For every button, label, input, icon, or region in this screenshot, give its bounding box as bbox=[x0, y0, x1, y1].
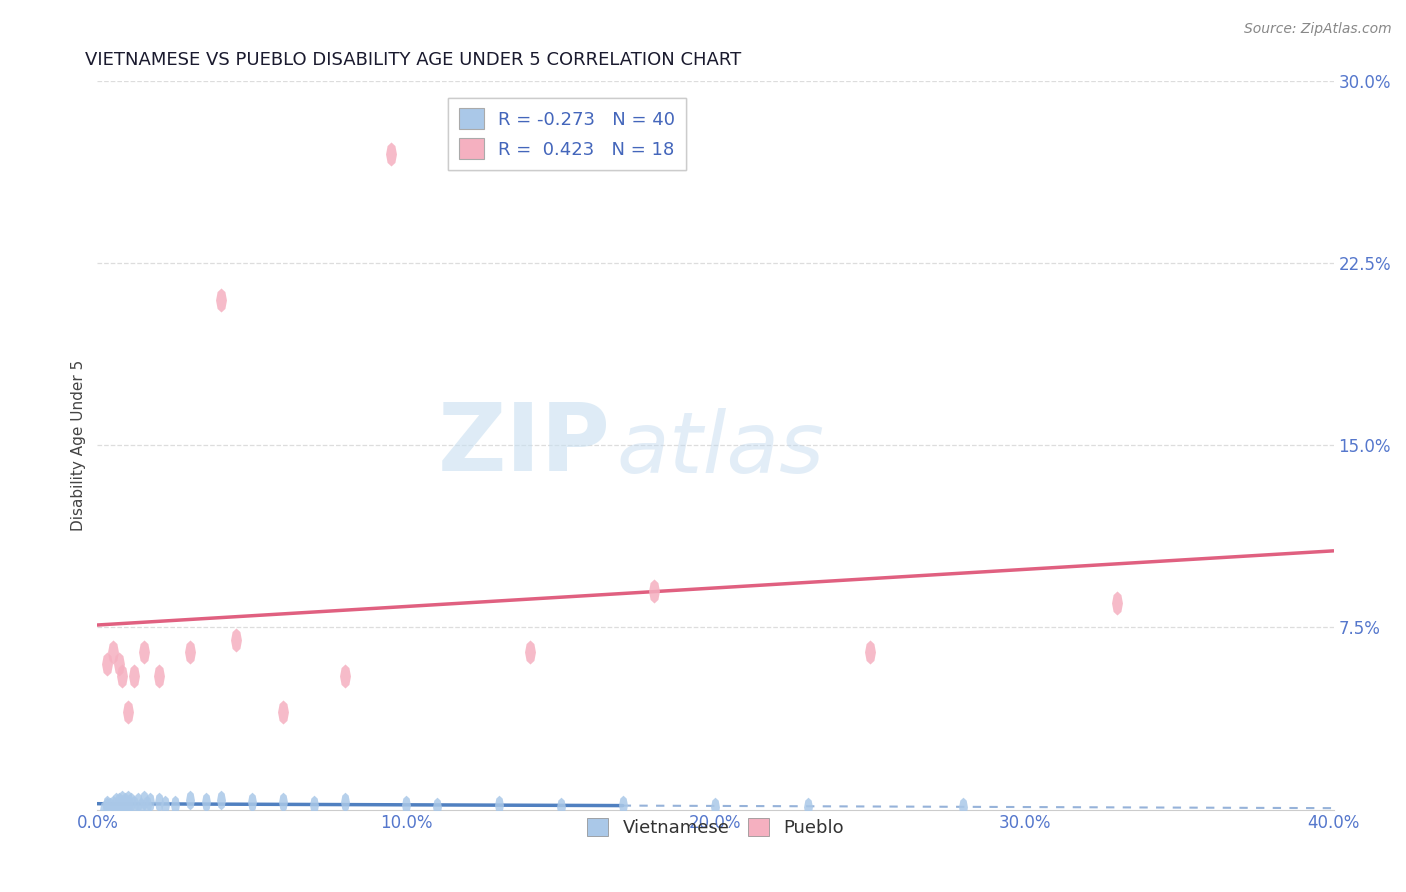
Point bbox=[120, 795, 142, 809]
Point bbox=[209, 793, 232, 807]
Point bbox=[148, 669, 170, 683]
Point bbox=[111, 669, 134, 683]
Point bbox=[108, 800, 131, 814]
Point bbox=[194, 795, 217, 809]
Point bbox=[550, 800, 572, 814]
Point bbox=[101, 645, 124, 659]
Point bbox=[98, 800, 121, 814]
Point bbox=[704, 800, 727, 814]
Point bbox=[225, 632, 247, 647]
Point bbox=[129, 800, 152, 814]
Point bbox=[101, 797, 124, 812]
Point bbox=[117, 706, 139, 720]
Point bbox=[108, 795, 131, 809]
Point bbox=[395, 797, 418, 812]
Point bbox=[155, 797, 177, 812]
Point bbox=[139, 795, 162, 809]
Point bbox=[114, 795, 136, 809]
Point bbox=[96, 800, 118, 814]
Legend: R = -0.273   N = 40, R =  0.423   N = 18: R = -0.273 N = 40, R = 0.423 N = 18 bbox=[449, 97, 686, 170]
Point bbox=[519, 645, 541, 659]
Point bbox=[612, 797, 634, 812]
Point bbox=[93, 803, 115, 817]
Y-axis label: Disability Age Under 5: Disability Age Under 5 bbox=[72, 359, 86, 531]
Point bbox=[333, 669, 356, 683]
Point bbox=[271, 795, 294, 809]
Point bbox=[271, 706, 294, 720]
Point bbox=[132, 793, 155, 807]
Point bbox=[163, 797, 186, 812]
Point bbox=[124, 797, 146, 812]
Text: VIETNAMESE VS PUEBLO DISABILITY AGE UNDER 5 CORRELATION CHART: VIETNAMESE VS PUEBLO DISABILITY AGE UNDE… bbox=[84, 51, 741, 69]
Point bbox=[488, 797, 510, 812]
Point bbox=[111, 797, 134, 812]
Point bbox=[209, 293, 232, 307]
Point bbox=[117, 793, 139, 807]
Point bbox=[179, 793, 201, 807]
Point bbox=[1107, 596, 1129, 610]
Point bbox=[108, 657, 131, 671]
Point bbox=[333, 795, 356, 809]
Point bbox=[132, 645, 155, 659]
Point bbox=[135, 797, 157, 812]
Text: ZIP: ZIP bbox=[437, 400, 610, 491]
Text: Source: ZipAtlas.com: Source: ZipAtlas.com bbox=[1244, 22, 1392, 37]
Point bbox=[96, 797, 118, 812]
Point bbox=[127, 795, 149, 809]
Point bbox=[952, 800, 974, 814]
Point bbox=[101, 803, 124, 817]
Point bbox=[124, 669, 146, 683]
Text: atlas: atlas bbox=[617, 408, 824, 491]
Point bbox=[240, 795, 263, 809]
Point bbox=[117, 797, 139, 812]
Point bbox=[302, 797, 325, 812]
Point bbox=[380, 147, 402, 161]
Point bbox=[426, 800, 449, 814]
Point bbox=[111, 793, 134, 807]
Point bbox=[643, 584, 665, 599]
Point bbox=[179, 645, 201, 659]
Point bbox=[148, 795, 170, 809]
Point bbox=[104, 795, 127, 809]
Point bbox=[859, 645, 882, 659]
Point bbox=[797, 800, 820, 814]
Point bbox=[114, 800, 136, 814]
Point bbox=[96, 657, 118, 671]
